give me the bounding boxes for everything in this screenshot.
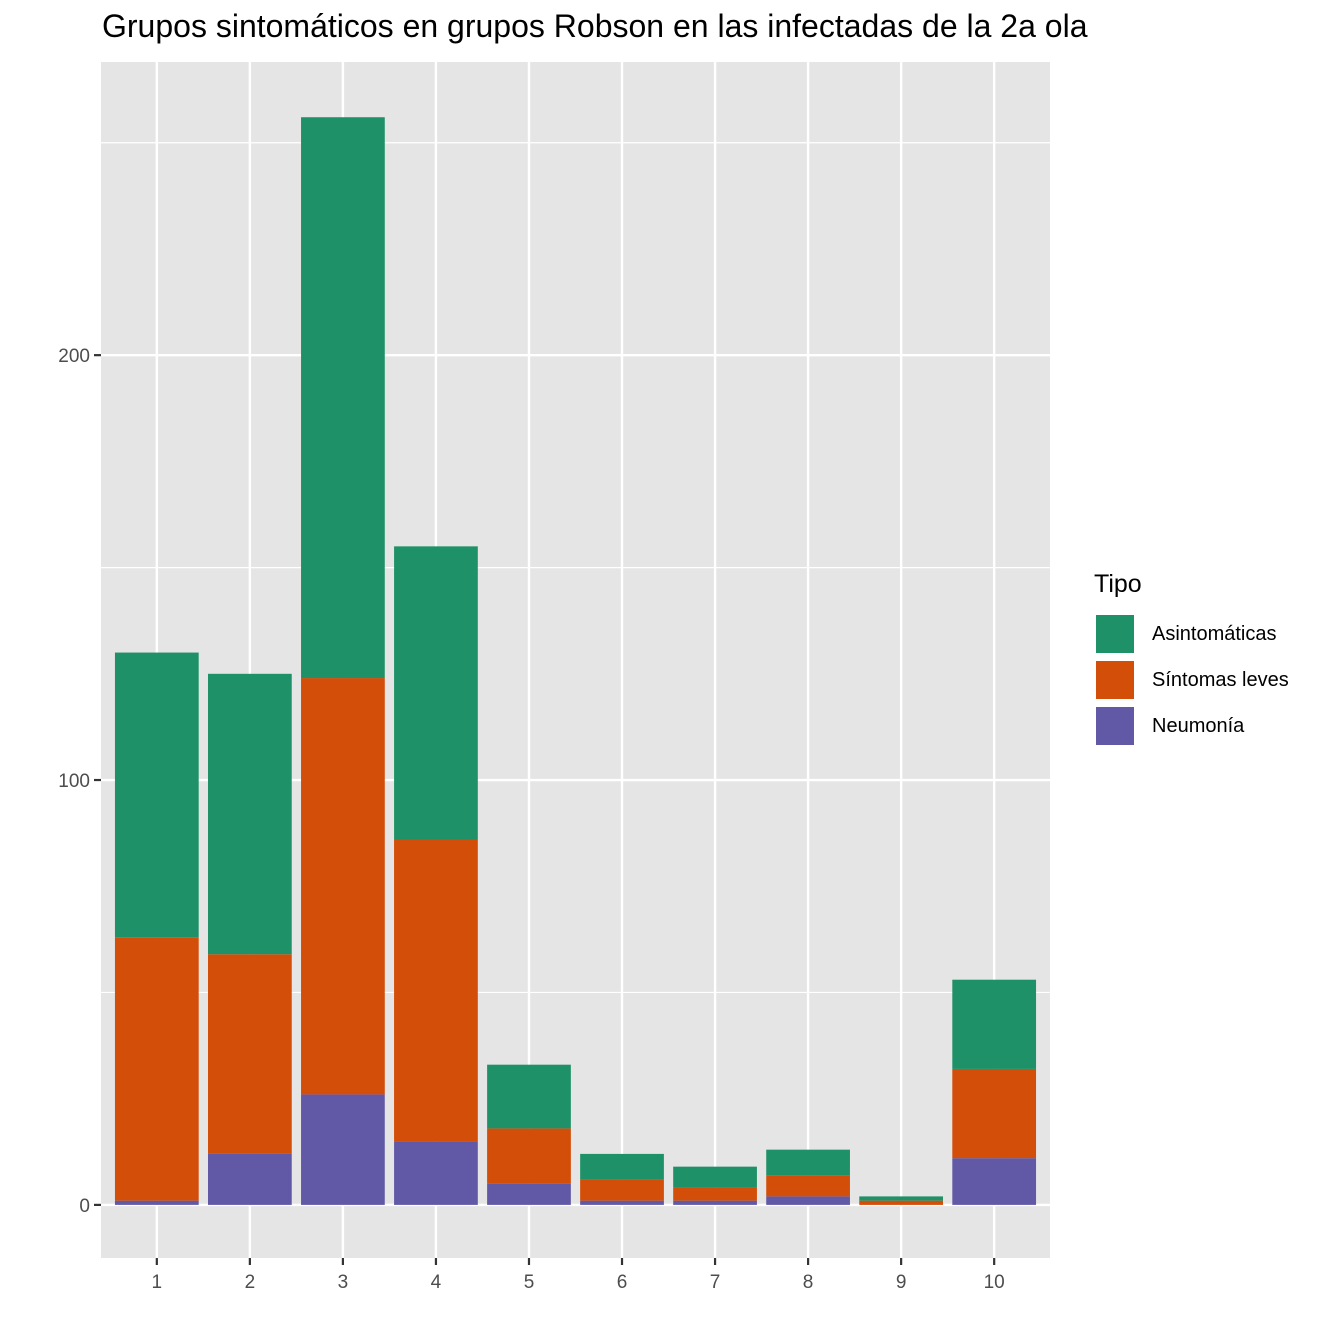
bar-segment [487,1064,571,1129]
bar-segment [580,1200,664,1205]
y-axis: 0 100 200 [58,346,101,1217]
bar-segment [952,1068,1037,1159]
bar-segment [766,1175,850,1197]
bar-segment [207,673,292,955]
bar-segment [952,979,1037,1069]
x-tick-label: 4 [431,1272,442,1293]
bar-segment [394,839,478,1142]
bar-segment [114,652,199,938]
bar-segment [952,1158,1037,1205]
x-tick-label: 9 [896,1272,907,1293]
bar-segment [580,1153,664,1180]
bars [114,117,1037,1205]
bar-segment [766,1149,850,1176]
legend-key [1094,613,1136,655]
bar-segment [207,1153,292,1205]
legend-label: Síntomas leves [1152,668,1289,691]
legend-title: Tipo [1094,570,1142,598]
y-tick-label: 200 [58,346,90,367]
bar-segment [859,1200,944,1205]
legend-items: Asintomáticas Síntomas leves Neumonía [1094,611,1289,749]
x-tick-label: 6 [617,1272,628,1293]
legend-item: Neumonía [1094,703,1289,749]
bar-segment [394,546,478,840]
x-tick-label: 10 [984,1272,1005,1293]
y-tick-label: 100 [58,771,90,792]
legend: Tipo Asintomáticas Síntomas leves Neumonía [1094,570,1289,749]
bar-segment [394,1141,478,1205]
legend-label: Asintomáticas [1152,622,1277,645]
bar-segment [114,1200,199,1205]
x-tick-label: 7 [710,1272,721,1293]
legend-key [1094,659,1136,701]
bar-segment [673,1200,757,1205]
bar-segment [859,1196,944,1201]
bar-segment [301,117,385,679]
bar-segment [487,1128,571,1184]
x-tick-label: 3 [338,1272,349,1293]
legend-item: Asintomáticas [1094,611,1289,657]
bar-segment [207,954,292,1154]
y-tick-label: 0 [79,1196,90,1217]
bar-segment [487,1183,571,1205]
chart-title: Grupos sintomáticos en grupos Robson en … [102,8,1088,44]
x-tick-label: 8 [803,1272,814,1293]
legend-item: Síntomas leves [1094,657,1289,703]
x-tick-label: 2 [245,1272,256,1293]
bar-segment [114,937,199,1201]
x-tick-label: 5 [524,1272,535,1293]
legend-key [1094,705,1136,747]
x-axis: 1 2 3 4 5 6 7 8 9 10 [152,1258,1005,1293]
bar-segment [580,1179,664,1201]
x-tick-label: 1 [152,1272,163,1293]
bar-segment [301,678,385,1095]
legend-label: Neumonía [1152,714,1245,737]
bar-segment [301,1094,385,1205]
bar-segment [766,1196,850,1205]
bar-segment [673,1187,757,1201]
bar-segment [673,1166,757,1188]
